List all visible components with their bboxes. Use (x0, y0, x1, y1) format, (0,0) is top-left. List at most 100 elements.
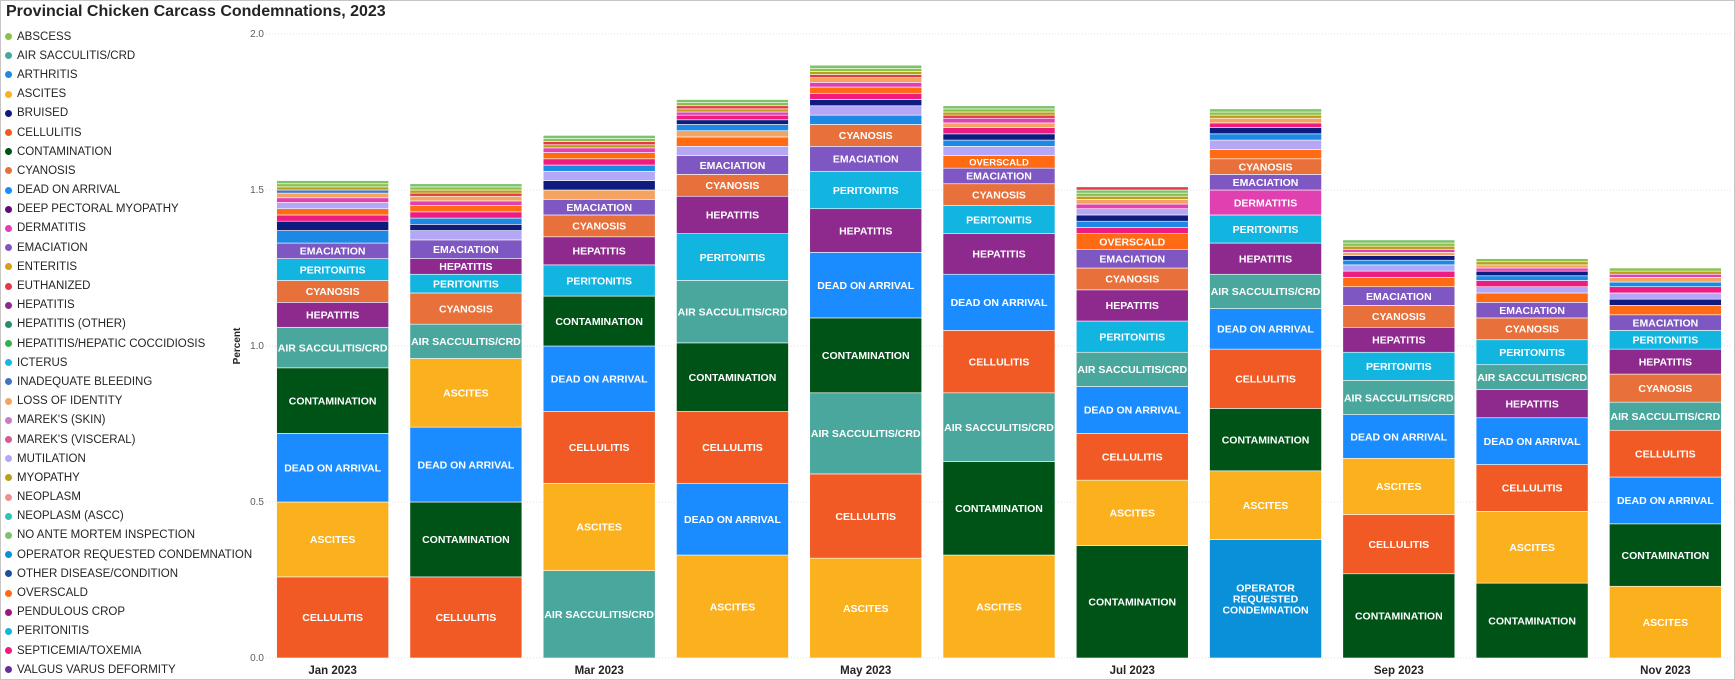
bar-segment-bruised[interactable] (809, 99, 923, 107)
bar-segment-arthritis[interactable] (1475, 275, 1589, 281)
bar-segment-cyanosis[interactable] (1609, 373, 1722, 403)
bar-segment-overscald[interactable] (276, 208, 389, 216)
legend-item-hepatitis-hepatic-coccidiosis[interactable]: HEPATITIS/HEPATIC COCCIDIOSIS (5, 334, 245, 353)
bar-segment-hepatitis[interactable] (1209, 242, 1322, 275)
bar-segment-loss-of-identity[interactable] (1209, 117, 1322, 124)
bar-segment-contamination[interactable] (409, 501, 523, 578)
bar-segment-septicemia-toxemia[interactable] (1209, 122, 1322, 128)
bar-segment-arthritis[interactable] (942, 139, 1056, 147)
bar-segment-hepatitis[interactable] (276, 302, 389, 328)
bar-segment-contamination[interactable] (1475, 582, 1589, 659)
legend-item-septicemia-toxemia[interactable]: SEPTICEMIA/TOXEMIA (5, 641, 245, 660)
bar-segment-no-ante-mortem-inspection[interactable] (942, 105, 1056, 110)
bar-segment-hepatitis[interactable] (1609, 348, 1722, 375)
bar-segment-septicemia-toxemia[interactable] (276, 214, 389, 222)
bar-segment-dermatitis[interactable] (676, 111, 789, 116)
bar-segment-dead-on-arrival[interactable] (942, 273, 1056, 331)
bar-segment-contamination[interactable] (542, 295, 656, 347)
bar-segment-septicemia-toxemia[interactable] (1342, 270, 1456, 278)
bar-segment-dermatitis[interactable] (542, 147, 656, 153)
bar-segment-mutilation[interactable] (942, 146, 1056, 156)
legend-item-neoplasm[interactable]: NEOPLASM (5, 488, 245, 507)
bar-segment-ascites[interactable] (542, 482, 656, 571)
bar-segment-mutilation[interactable] (276, 202, 389, 210)
bar-segment-overscald[interactable] (809, 86, 923, 94)
bar-segment-myopathy[interactable] (809, 71, 923, 75)
bar-segment-no-ante-mortem-inspection[interactable] (809, 64, 923, 69)
bar-segment-air-sacculitis-crd[interactable] (1209, 273, 1322, 309)
bar-segment-septicemia-toxemia[interactable] (676, 114, 789, 121)
legend-item-pendulous-crop[interactable]: PENDULOUS CROP (5, 603, 245, 622)
bar-segment-dead-on-arrival[interactable] (676, 482, 789, 556)
bar-segment-no-ante-mortem-inspection[interactable] (542, 135, 656, 139)
bar-segment-ascites[interactable] (676, 554, 789, 659)
bar-segment-myopathy[interactable] (676, 108, 789, 113)
bar-segment-no-ante-mortem-inspection[interactable] (276, 180, 389, 185)
bar-segment-bruised[interactable] (542, 180, 656, 191)
bar-segment-abscess[interactable] (676, 102, 789, 107)
bar-segment-loss-of-identity[interactable] (542, 189, 656, 200)
legend-item-deep-pectoral-myopathy[interactable]: DEEP PECTORAL MYOPATHY (5, 200, 245, 219)
bar-segment-overscald[interactable] (676, 136, 789, 147)
bar-segment-septicemia-toxemia[interactable] (1609, 286, 1722, 294)
bar-segment-septicemia-toxemia[interactable] (542, 158, 656, 166)
legend-item-dermatitis[interactable]: DERMATITIS (5, 219, 245, 238)
bar-segment-abscess[interactable] (1475, 258, 1589, 263)
bar-segment-arthritis[interactable] (542, 164, 656, 172)
bar-segment-inadequate-bleeding[interactable] (276, 189, 389, 194)
bar-segment-mutilation[interactable] (1475, 286, 1589, 294)
bar-segment-arthritis[interactable] (1609, 281, 1722, 288)
bar-segment-air-sacculitis-crd[interactable] (1475, 364, 1589, 390)
bar-segment-arthritis[interactable] (1075, 220, 1189, 228)
bar-segment-no-ante-mortem-inspection[interactable] (1075, 189, 1189, 194)
bar-segment-overscald[interactable] (1609, 305, 1722, 316)
bar-segment-septicemia-toxemia[interactable] (409, 211, 523, 219)
bar-segment-air-sacculitis-crd[interactable] (942, 392, 1056, 462)
bar-segment-cyanosis[interactable] (409, 292, 523, 325)
bar-segment-hepatitis[interactable] (1475, 389, 1589, 419)
bar-segment-cellulitis[interactable] (1342, 514, 1456, 575)
bar-segment-overscald[interactable] (542, 152, 656, 160)
bar-segment-loss-of-identity[interactable] (1609, 277, 1722, 283)
legend-item-contamination[interactable]: CONTAMINATION (5, 142, 245, 161)
bar-segment-peritonitis[interactable] (1475, 339, 1589, 366)
bar-segment-dermatitis[interactable] (1342, 248, 1456, 253)
bar-segment-loss-of-identity[interactable] (1475, 264, 1589, 269)
legend-item-icterus[interactable]: ICTERUS (5, 353, 245, 372)
bar-segment-septicemia-toxemia[interactable] (1075, 227, 1189, 234)
legend-item-enteritis[interactable]: ENTERITIS (5, 257, 245, 276)
bar-segment-cellulitis[interactable] (409, 576, 523, 659)
bar-segment-overscald[interactable] (1342, 277, 1456, 288)
legend-item-peritonitis[interactable]: PERITONITIS (5, 622, 245, 641)
bar-segment-cellulitis[interactable] (942, 330, 1056, 394)
bar-segment-euthanized[interactable] (409, 192, 523, 197)
bar-segment-ascites[interactable] (1342, 458, 1456, 515)
bar-segment-contamination[interactable] (276, 367, 389, 434)
bar-segment-myopathy[interactable] (1475, 261, 1589, 266)
bar-segment-ascites[interactable] (1609, 585, 1722, 659)
bar-segment-loss-of-identity[interactable] (809, 77, 923, 83)
bar-segment-no-ante-mortem-inspection[interactable] (409, 183, 523, 188)
bar-segment-abscess[interactable] (942, 108, 1056, 113)
bar-segment-ascites[interactable] (409, 358, 523, 428)
bar-segment-bruised[interactable] (1342, 255, 1456, 261)
bar-segment-overscald[interactable] (1475, 292, 1589, 303)
bar-segment-overscald[interactable] (1209, 149, 1322, 160)
bar-segment-abscess[interactable] (1609, 267, 1722, 272)
bar-segment-dermatitis[interactable] (809, 82, 923, 88)
bar-segment-peritonitis[interactable] (542, 264, 656, 297)
bar-segment-air-sacculitis-crd[interactable] (1609, 401, 1722, 431)
bar-segment-ascites[interactable] (1209, 470, 1322, 540)
bar-segment-hepatitis[interactable] (809, 208, 923, 253)
bar-segment-contamination[interactable] (1075, 545, 1189, 659)
bar-segment-loss-of-identity[interactable] (276, 192, 389, 199)
bar-segment-loss-of-identity[interactable] (942, 122, 1056, 128)
bar-segment-cellulitis[interactable] (1075, 433, 1189, 481)
bar-segment-myopathy[interactable] (276, 186, 389, 191)
bar-segment-hepatitis[interactable] (1342, 326, 1456, 353)
bar-segment-air-sacculitis-crd[interactable] (676, 280, 789, 344)
legend-item-loss-of-identity[interactable]: LOSS OF IDENTITY (5, 392, 245, 411)
bar-segment-mutilation[interactable] (1609, 292, 1722, 300)
bar-segment-myopathy[interactable] (1609, 270, 1722, 275)
bar-segment-arthritis[interactable] (276, 230, 389, 244)
